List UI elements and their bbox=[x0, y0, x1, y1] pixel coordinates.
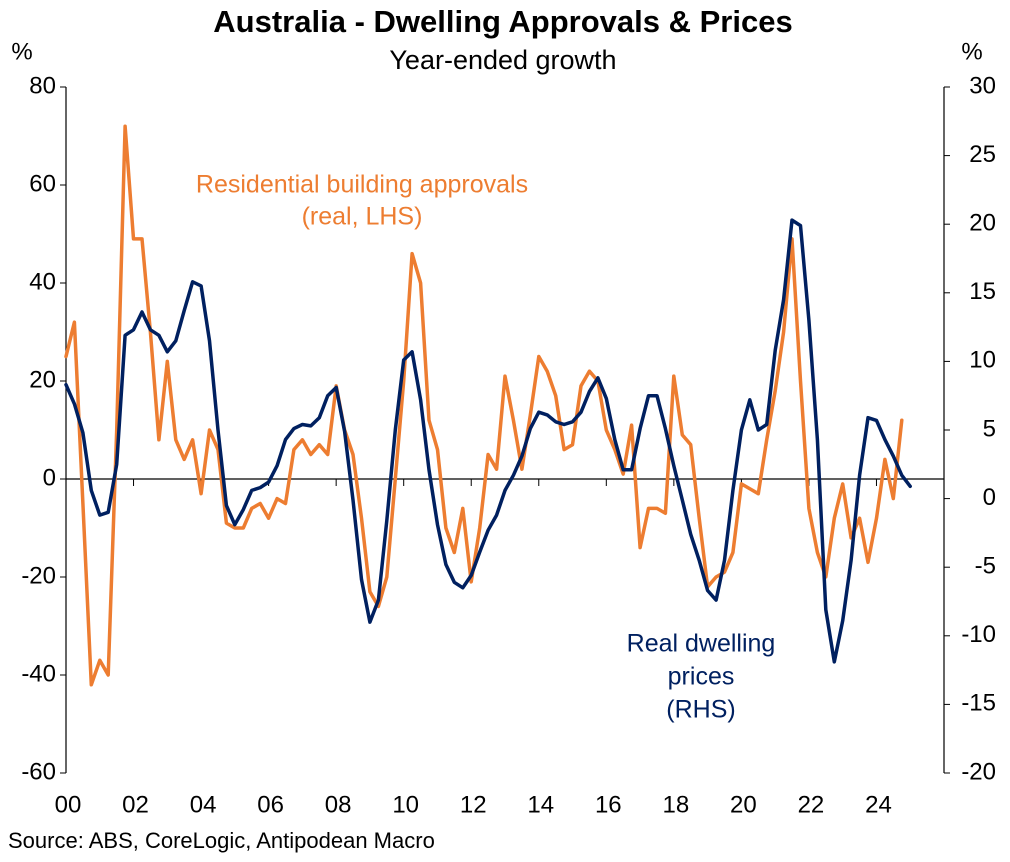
x-tick-label: 18 bbox=[662, 791, 689, 818]
x-tick-label: 14 bbox=[527, 791, 554, 818]
y-tick-label: -20 bbox=[21, 562, 56, 589]
chart-title: Australia - Dwelling Approvals & Prices bbox=[213, 4, 792, 39]
y2-tick-label: 10 bbox=[969, 347, 996, 374]
y-tick-label: 0 bbox=[43, 464, 56, 491]
source-note: Source: ABS, CoreLogic, Antipodean Macro bbox=[8, 828, 435, 853]
y-unit: % bbox=[11, 38, 32, 65]
x-tick-label: 02 bbox=[122, 791, 149, 818]
chart-subtitle: Year-ended growth bbox=[389, 45, 616, 75]
annotation: prices bbox=[668, 663, 735, 691]
y2-tick-label: -10 bbox=[961, 621, 996, 648]
x-tick-label: 12 bbox=[460, 791, 487, 818]
x-tick-label: 08 bbox=[325, 791, 352, 818]
data-line bbox=[64, 218, 912, 664]
y2-tick-label: 0 bbox=[983, 484, 996, 511]
annotation: Residential building approvals bbox=[196, 171, 528, 199]
y-tick-label: -40 bbox=[21, 660, 56, 687]
x-tick-label: 22 bbox=[798, 791, 825, 818]
y2-unit: % bbox=[961, 38, 982, 65]
annotation: Real dwelling bbox=[627, 630, 776, 658]
x-tick-label: 20 bbox=[730, 791, 757, 818]
data-line bbox=[64, 124, 904, 687]
y2-tick-label: -20 bbox=[961, 758, 996, 785]
x-tick-label: 24 bbox=[865, 791, 892, 818]
annotation: (RHS) bbox=[666, 696, 735, 724]
x-tick-label: 00 bbox=[55, 791, 82, 818]
y-tick-label: 80 bbox=[29, 72, 56, 99]
y-tick-label: 40 bbox=[29, 268, 56, 295]
annotation: (real, LHS) bbox=[302, 203, 423, 231]
x-tick-label: 04 bbox=[190, 791, 217, 818]
x-tick-label: 10 bbox=[392, 791, 419, 818]
y2-tick-label: 5 bbox=[983, 415, 996, 442]
x-tick-label: 06 bbox=[257, 791, 284, 818]
y2-tick-label: 20 bbox=[969, 210, 996, 237]
y-tick-label: 60 bbox=[29, 170, 56, 197]
y2-tick-label: -5 bbox=[975, 553, 996, 580]
y-tick-label: -60 bbox=[21, 758, 56, 785]
y2-tick-label: 15 bbox=[969, 278, 996, 305]
x-tick-label: 16 bbox=[595, 791, 622, 818]
y-tick-label: 20 bbox=[29, 366, 56, 393]
y2-tick-label: -15 bbox=[961, 690, 996, 717]
y2-tick-label: 25 bbox=[969, 141, 996, 168]
y2-tick-label: 30 bbox=[969, 72, 996, 99]
